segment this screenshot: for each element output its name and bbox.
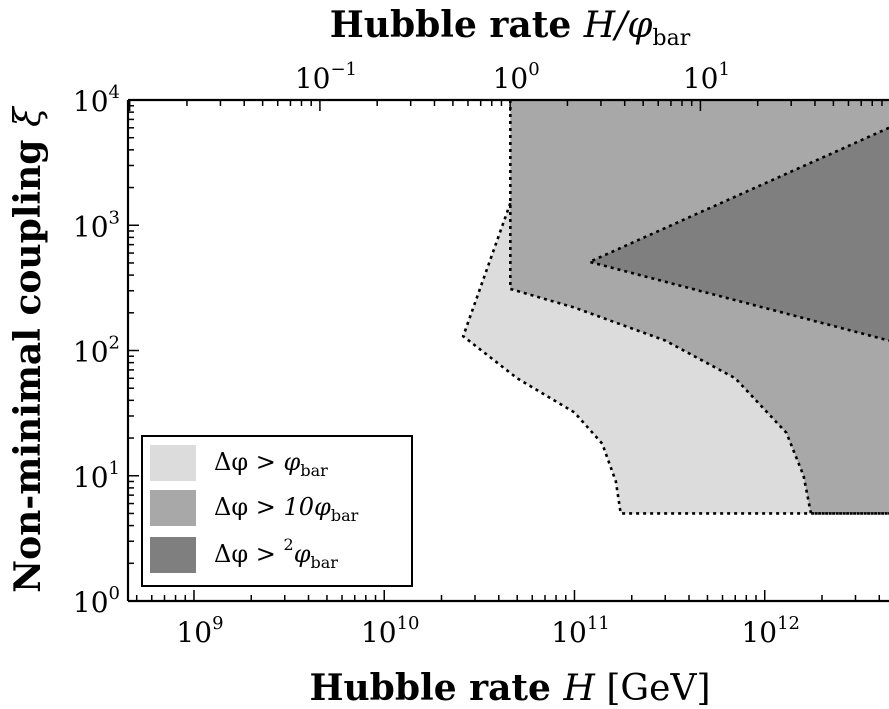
legend-label-dark: Δφ > 2φbar	[214, 535, 338, 572]
bottom-axis-title: Hubble rate H [GeV]	[309, 667, 710, 709]
top-tick-label: 100	[493, 59, 540, 95]
x-tick-label: 1011	[551, 613, 610, 649]
top-tick-labels: 10−1 100 101	[295, 59, 730, 95]
legend: Δφ > φbar Δφ > 10φbar Δφ > 2φbar	[141, 435, 413, 587]
y-tick-labels: 100 101 102 103 104	[73, 82, 120, 619]
y-tick-label: 104	[73, 82, 120, 118]
x-tick-label: 1010	[361, 613, 420, 649]
x-tick-label: 109	[176, 613, 223, 649]
x-tick-labels: 109 1010 1011 1012	[176, 613, 800, 649]
region-boundary-2	[585, 126, 889, 342]
legend-label-light: Δφ > φbar	[214, 448, 328, 480]
x-tick-label: 1012	[741, 613, 800, 649]
tick-marks	[128, 100, 883, 602]
top-tick-label: 101	[683, 59, 730, 95]
y-tick-label: 102	[73, 333, 120, 369]
legend-swatch-medium	[150, 490, 196, 526]
top-axis-title: Hubble rate H/φbar	[330, 4, 691, 51]
top-tick-label: 10−1	[295, 59, 357, 95]
y-tick-label: 103	[73, 207, 120, 243]
legend-swatch-light	[150, 445, 196, 481]
left-axis-title: Non-minimal coupling ξ	[7, 105, 49, 593]
y-tick-label: 101	[73, 458, 120, 494]
legend-label-medium: Δφ > 10φbar	[214, 493, 359, 525]
region-area-2	[589, 127, 889, 341]
plot-regions	[461, 100, 889, 515]
y-tick-label: 100	[73, 583, 120, 619]
region-boundary-1	[509, 100, 889, 515]
region-boundary-0	[461, 202, 889, 515]
legend-swatch-dark	[150, 537, 196, 573]
